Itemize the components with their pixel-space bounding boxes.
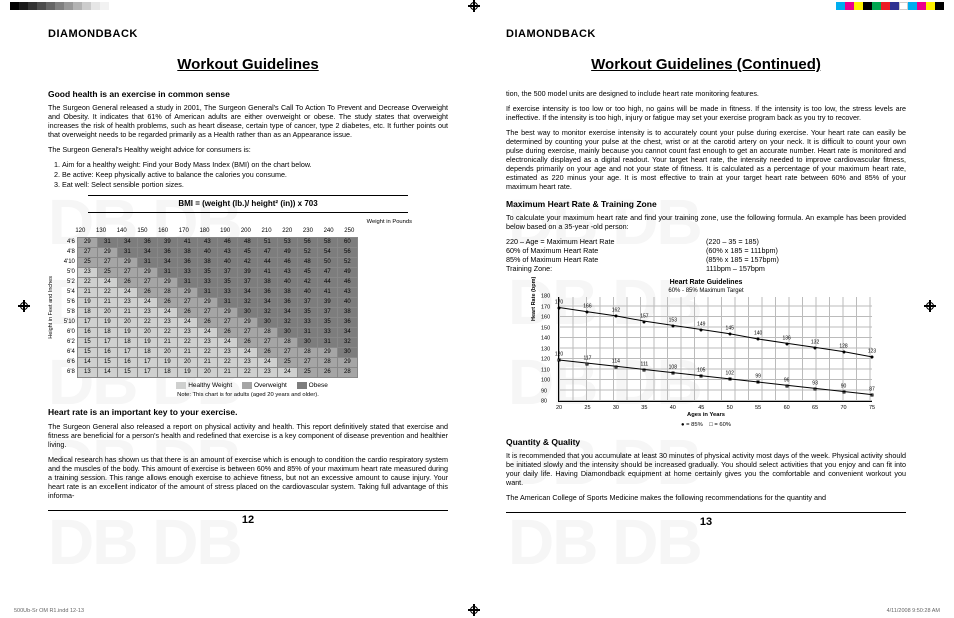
bmi-table: 2931343639414346485153565860272931343638… [77, 237, 358, 378]
bmi-weight-headers: 1201301401501601701801902002102202302402… [70, 228, 448, 236]
body-text: The best way to monitor exercise intensi… [506, 128, 906, 191]
page-left: DIAMONDBACK Workout Guidelines Good heal… [48, 28, 448, 530]
body-text: Medical research has shown us that there… [48, 455, 448, 500]
list-item: Eat well: Select sensible portion sizes. [62, 180, 448, 189]
body-text: If exercise intensity is too low or too … [506, 104, 906, 122]
page-right: DIAMONDBACK Workout Guidelines (Continue… [506, 28, 906, 530]
section-heading: Good health is an exercise in common sen… [48, 89, 448, 100]
section-heading: Quantity & Quality [506, 437, 906, 448]
section-heading: Heart rate is an important key to your e… [48, 407, 448, 418]
heart-rate-chart: Heart Rate Guidelines 60% - 85% Maximum … [536, 279, 876, 429]
footer-filename: 500Ub-Sr OM R1.indd 12-13 [14, 608, 84, 614]
body-text: To calculate your maximum heart rate and… [506, 213, 906, 231]
hr-calc: 220 – Age = Maximum Heart Rate 60% of Ma… [506, 237, 906, 273]
page-title: Workout Guidelines (Continued) [506, 56, 906, 75]
heights-caption: Height in Feet and Inches [48, 276, 55, 339]
bmi-formula: BMI = (weight (lb.)/ height² (in)) x 703 [88, 195, 408, 213]
weights-caption: Weight in Pounds [48, 219, 412, 226]
brand-logo: DIAMONDBACK [506, 28, 906, 42]
body-text: The Surgeon General released a study in … [48, 103, 448, 139]
body-text: The Surgeon General's Healthy weight adv… [48, 145, 448, 154]
list-item: Be active: Keep physically active to bal… [62, 170, 448, 179]
chart-legend: ● = 85% □ = 60% [536, 422, 876, 429]
bmi-chart: Weight in Pounds 12013014015016017018019… [48, 219, 448, 399]
bmi-note: Note: This chart is for adults (aged 20 … [48, 392, 448, 399]
bmi-legend: Healthy Weight Overweight Obese [48, 382, 448, 390]
brand-logo: DIAMONDBACK [48, 28, 448, 42]
body-text: tion, the 500 model units are designed t… [506, 89, 906, 98]
body-text: The Surgeon General also released a repo… [48, 422, 448, 449]
section-heading: Maximum Heart Rate & Training Zone [506, 199, 906, 210]
page-title: Workout Guidelines [48, 56, 448, 75]
bmi-height-labels: 4'64'84'105'05'25'45'65'85'106'06'26'46'… [57, 237, 75, 378]
list-item: Aim for a healthy weight: Find your Body… [62, 160, 448, 169]
registration-mark [468, 604, 480, 616]
body-text: The American College of Sports Medicine … [506, 493, 906, 502]
body-text: It is recommended that you accumulate at… [506, 451, 906, 487]
page-number: 13 [506, 512, 906, 530]
footer-timestamp: 4/11/2008 9:50:28 AM [887, 608, 940, 614]
page-number: 12 [48, 510, 448, 528]
advice-list: Aim for a healthy weight: Find your Body… [62, 160, 448, 189]
